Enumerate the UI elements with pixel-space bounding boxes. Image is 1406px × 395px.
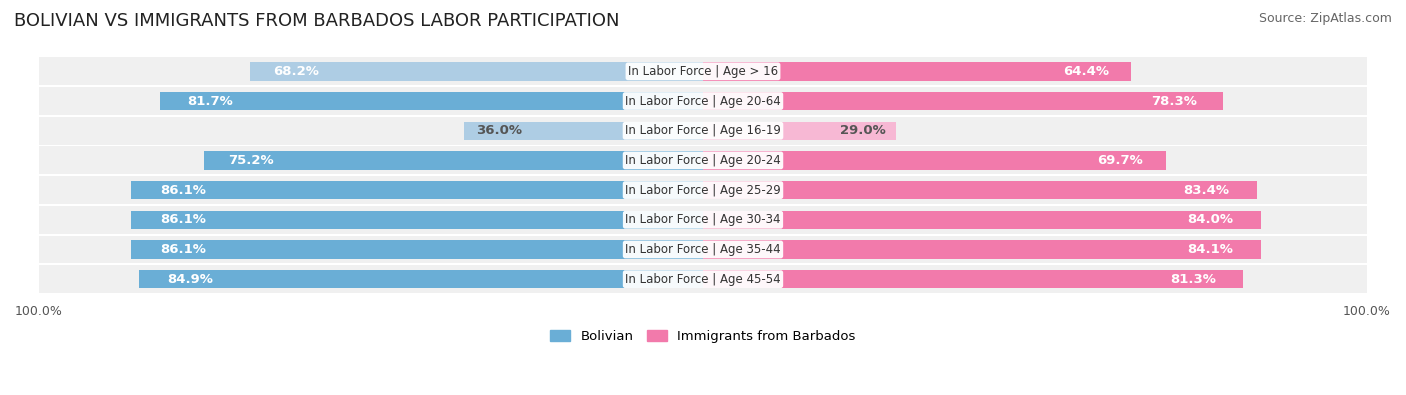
Bar <box>160 92 703 110</box>
Bar <box>703 62 1130 81</box>
Legend: Bolivian, Immigrants from Barbados: Bolivian, Immigrants from Barbados <box>546 324 860 348</box>
Text: 84.0%: 84.0% <box>1187 213 1233 226</box>
Text: 84.1%: 84.1% <box>1188 243 1233 256</box>
Bar <box>703 240 1261 259</box>
Bar <box>204 151 703 169</box>
Text: 75.2%: 75.2% <box>229 154 274 167</box>
Text: 86.1%: 86.1% <box>160 213 205 226</box>
Text: In Labor Force | Age 45-54: In Labor Force | Age 45-54 <box>626 273 780 286</box>
Text: 81.7%: 81.7% <box>187 94 233 107</box>
Text: Source: ZipAtlas.com: Source: ZipAtlas.com <box>1258 12 1392 25</box>
Bar <box>464 122 703 140</box>
Bar <box>703 211 1261 229</box>
Text: 78.3%: 78.3% <box>1152 94 1197 107</box>
Bar <box>39 147 1367 174</box>
Bar <box>131 240 703 259</box>
Bar <box>39 117 1367 145</box>
Bar <box>703 181 1257 199</box>
Bar <box>39 235 1367 263</box>
Text: In Labor Force | Age 20-24: In Labor Force | Age 20-24 <box>626 154 780 167</box>
Bar <box>131 211 703 229</box>
Text: 84.9%: 84.9% <box>167 273 214 286</box>
Text: 68.2%: 68.2% <box>273 65 319 78</box>
Bar <box>250 62 703 81</box>
Text: In Labor Force | Age 35-44: In Labor Force | Age 35-44 <box>626 243 780 256</box>
Text: 81.3%: 81.3% <box>1170 273 1216 286</box>
Bar <box>39 206 1367 234</box>
Bar <box>703 151 1166 169</box>
Text: In Labor Force | Age 20-64: In Labor Force | Age 20-64 <box>626 94 780 107</box>
Text: In Labor Force | Age 30-34: In Labor Force | Age 30-34 <box>626 213 780 226</box>
Bar <box>39 57 1367 85</box>
Bar <box>703 122 896 140</box>
Text: 83.4%: 83.4% <box>1182 184 1229 197</box>
Bar <box>131 181 703 199</box>
Text: 69.7%: 69.7% <box>1097 154 1143 167</box>
Text: 64.4%: 64.4% <box>1063 65 1109 78</box>
Bar <box>703 92 1223 110</box>
Text: In Labor Force | Age > 16: In Labor Force | Age > 16 <box>628 65 778 78</box>
Text: 29.0%: 29.0% <box>841 124 886 137</box>
Bar <box>139 270 703 288</box>
Text: 36.0%: 36.0% <box>475 124 522 137</box>
Bar <box>703 270 1243 288</box>
Text: In Labor Force | Age 25-29: In Labor Force | Age 25-29 <box>626 184 780 197</box>
Text: 86.1%: 86.1% <box>160 243 205 256</box>
Text: 86.1%: 86.1% <box>160 184 205 197</box>
Bar <box>39 176 1367 204</box>
Text: BOLIVIAN VS IMMIGRANTS FROM BARBADOS LABOR PARTICIPATION: BOLIVIAN VS IMMIGRANTS FROM BARBADOS LAB… <box>14 12 620 30</box>
Bar <box>39 265 1367 293</box>
Text: In Labor Force | Age 16-19: In Labor Force | Age 16-19 <box>626 124 780 137</box>
Bar <box>39 87 1367 115</box>
